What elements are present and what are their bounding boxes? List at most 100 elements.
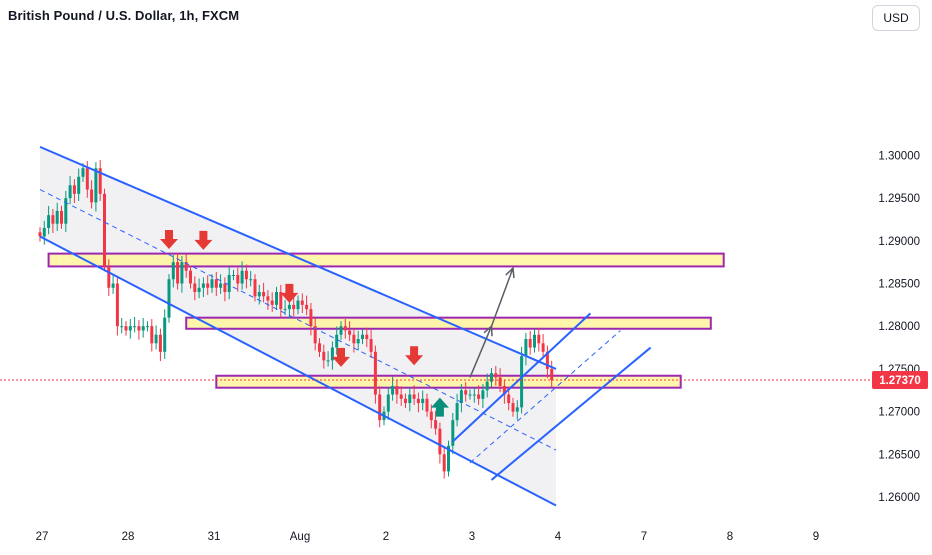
candle: [326, 351, 330, 367]
candle: [266, 290, 270, 310]
candle: [158, 328, 162, 362]
candle: [103, 188, 106, 272]
candle: [318, 338, 321, 357]
currency-button[interactable]: USD: [872, 5, 920, 31]
candle: [107, 259, 111, 296]
candle: [537, 327, 541, 352]
candle: [421, 390, 425, 411]
sell-arrow-icon: [332, 347, 350, 367]
ascending-mid-line[interactable]: [469, 330, 621, 464]
time-axis: 27 28 31 Aug 2 3 4 7 8 9: [36, 531, 820, 543]
candle: [141, 318, 145, 338]
candle: [223, 277, 227, 302]
candle: [434, 410, 438, 435]
candle: [120, 318, 124, 334]
candle: [275, 286, 278, 310]
chart-title: British Pound / U.S. Dollar, 1h, FXCM: [8, 8, 240, 23]
candle: [494, 365, 498, 386]
y-tick-label: 1.30000: [878, 150, 920, 162]
candle: [343, 319, 347, 339]
forecast-arrowhead: [505, 266, 515, 279]
candle: [412, 385, 416, 405]
sell-arrow-icon: [405, 346, 424, 366]
candle: [214, 272, 218, 296]
candle: [253, 274, 257, 302]
candle: [451, 412, 455, 454]
candle: [171, 254, 175, 288]
candle: [184, 253, 188, 278]
forecast-arrows: [469, 266, 515, 378]
candle: [335, 326, 339, 355]
candle: [189, 265, 192, 289]
candle: [511, 397, 515, 417]
candle: [391, 376, 395, 401]
candle: [64, 190, 68, 232]
candle: [68, 176, 72, 205]
x-tick-label: 3: [469, 531, 475, 543]
y-tick-label: 1.29000: [878, 236, 920, 248]
candle: [163, 309, 167, 359]
candle: [47, 205, 51, 235]
candle: [42, 220, 46, 245]
ascending-upper-line[interactable]: [452, 312, 592, 443]
x-tick-label: 27: [36, 531, 49, 543]
candle: [545, 345, 549, 379]
x-tick-label: 7: [641, 531, 647, 543]
buy-arrow-icon: [430, 397, 449, 417]
y-tick-label: 1.26000: [878, 492, 920, 504]
candle: [395, 379, 399, 404]
zone-1.2875-box[interactable]: [47, 252, 725, 268]
descending-upper-line[interactable]: [39, 145, 557, 370]
ascending-lower-line[interactable]: [490, 346, 652, 481]
trend-channels: [39, 145, 652, 507]
candle: [124, 321, 128, 336]
candles: [38, 160, 554, 479]
candle: [219, 274, 223, 294]
sell-arrow-icon: [160, 230, 178, 250]
descending-mid-line[interactable]: [39, 189, 557, 451]
candle: [279, 284, 283, 318]
candle: [51, 209, 55, 233]
candle: [197, 278, 201, 299]
candle: [429, 404, 433, 429]
candle: [361, 329, 364, 345]
candle: [305, 295, 309, 316]
current-price-badge: [872, 371, 928, 390]
zone-1.2735-box[interactable]: [215, 374, 682, 389]
candle: [292, 296, 296, 317]
candle: [133, 316, 137, 333]
candle: [270, 292, 274, 313]
candle: [210, 274, 214, 293]
current-price-label: 1.27370: [879, 375, 921, 387]
x-tick-label: 28: [122, 531, 135, 543]
candle: [232, 269, 235, 281]
candle: [447, 440, 450, 477]
candle: [313, 318, 317, 351]
candle: [378, 386, 382, 428]
candle: [309, 302, 313, 336]
candle: [408, 387, 412, 412]
candle: [236, 267, 240, 292]
sell-arrow-icon: [194, 230, 213, 250]
candle: [528, 330, 532, 355]
candle: [180, 256, 184, 293]
candle: [485, 373, 489, 398]
candle: [72, 179, 76, 204]
signal-markers: [160, 230, 449, 417]
candle: [438, 422, 442, 464]
candle: [98, 160, 102, 202]
candle: [356, 330, 360, 351]
candle: [416, 392, 420, 413]
candle: [459, 384, 463, 413]
descending-lower-line[interactable]: [39, 235, 557, 507]
candle: [425, 393, 429, 417]
candle: [322, 344, 326, 369]
candle: [249, 271, 253, 287]
sell-arrow-icon: [280, 283, 299, 303]
candle: [90, 180, 94, 209]
candle: [386, 387, 390, 420]
candle: [154, 325, 158, 350]
x-tick-label: 31: [208, 531, 221, 543]
